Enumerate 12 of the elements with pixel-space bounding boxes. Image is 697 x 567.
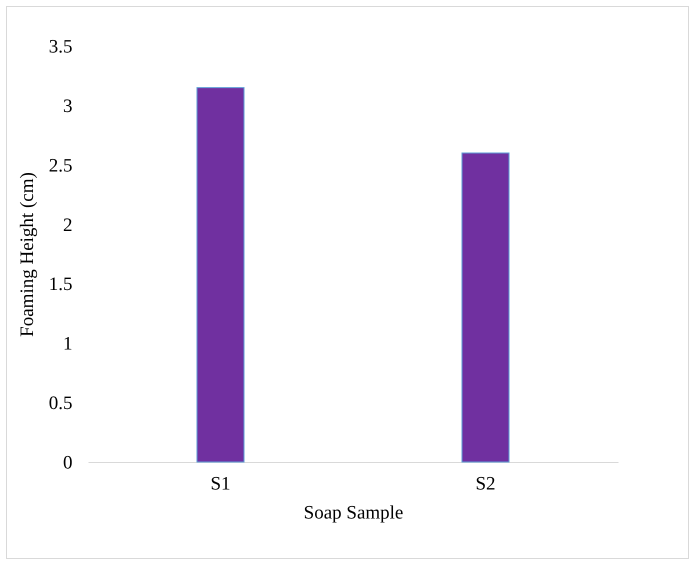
x-tick-label: S1 <box>210 474 231 494</box>
x-tick-label: S2 <box>475 474 496 494</box>
y-tick-label: 3 <box>63 96 72 117</box>
y-tick-label: 2 <box>63 214 72 236</box>
y-tick-label: 1.5 <box>48 274 72 296</box>
y-tick-label: 3.5 <box>48 36 72 58</box>
y-axis-title: Foaming Height (cm) <box>16 172 38 337</box>
y-tick-label: 0 <box>63 452 72 474</box>
y-tick-label: 2.5 <box>48 155 72 176</box>
y-tick-label: 0.5 <box>48 393 72 414</box>
x-axis-title: Soap Sample <box>304 502 404 524</box>
y-tick-label: 1 <box>63 334 72 355</box>
